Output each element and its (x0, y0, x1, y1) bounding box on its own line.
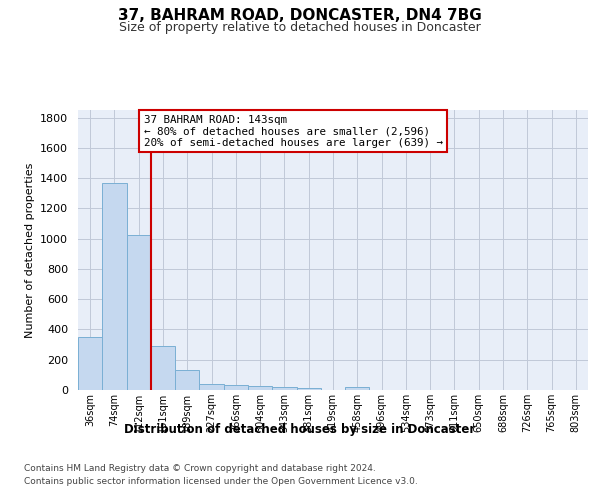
Text: 37, BAHRAM ROAD, DONCASTER, DN4 7BG: 37, BAHRAM ROAD, DONCASTER, DN4 7BG (118, 8, 482, 22)
Text: 37 BAHRAM ROAD: 143sqm
← 80% of detached houses are smaller (2,596)
20% of semi-: 37 BAHRAM ROAD: 143sqm ← 80% of detached… (143, 114, 443, 148)
Text: Contains public sector information licensed under the Open Government Licence v3: Contains public sector information licen… (24, 478, 418, 486)
Text: Size of property relative to detached houses in Doncaster: Size of property relative to detached ho… (119, 21, 481, 34)
Y-axis label: Number of detached properties: Number of detached properties (25, 162, 35, 338)
Bar (248, 386, 272, 390)
Bar (272, 386, 296, 390)
Bar (345, 386, 370, 390)
Bar (102, 182, 127, 390)
Bar (199, 384, 224, 390)
Bar (127, 235, 151, 390)
Bar (78, 337, 102, 390)
Bar (296, 388, 321, 390)
Bar (224, 384, 248, 390)
Text: Contains HM Land Registry data © Crown copyright and database right 2024.: Contains HM Land Registry data © Crown c… (24, 464, 376, 473)
Text: Distribution of detached houses by size in Doncaster: Distribution of detached houses by size … (124, 422, 476, 436)
Bar (151, 346, 175, 390)
Bar (175, 370, 199, 390)
